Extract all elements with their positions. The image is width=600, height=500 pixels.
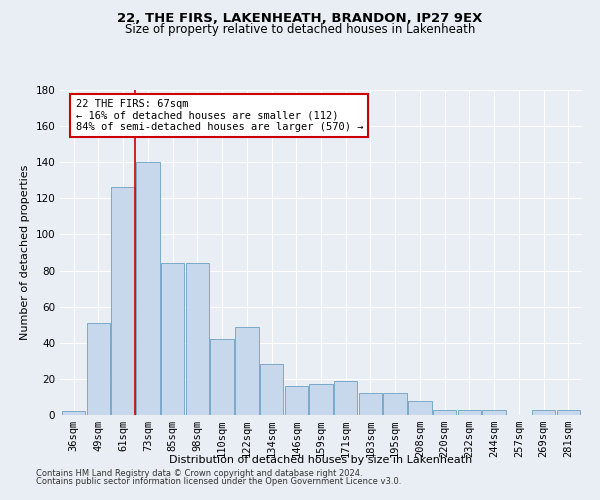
Bar bbox=[86, 323, 110, 415]
Bar bbox=[210, 339, 234, 415]
Text: 22, THE FIRS, LAKENHEATH, BRANDON, IP27 9EX: 22, THE FIRS, LAKENHEATH, BRANDON, IP27 … bbox=[118, 12, 482, 26]
Text: 22 THE FIRS: 67sqm
← 16% of detached houses are smaller (112)
84% of semi-detach: 22 THE FIRS: 67sqm ← 16% of detached hou… bbox=[76, 99, 363, 132]
Bar bbox=[408, 400, 432, 415]
Bar bbox=[433, 410, 457, 415]
Text: Size of property relative to detached houses in Lakenheath: Size of property relative to detached ho… bbox=[125, 22, 475, 36]
Bar bbox=[309, 384, 333, 415]
Bar bbox=[557, 410, 580, 415]
Bar bbox=[112, 188, 135, 415]
Bar bbox=[136, 162, 160, 415]
Bar bbox=[161, 264, 184, 415]
Bar bbox=[383, 394, 407, 415]
Text: Contains public sector information licensed under the Open Government Licence v3: Contains public sector information licen… bbox=[36, 477, 401, 486]
Y-axis label: Number of detached properties: Number of detached properties bbox=[20, 165, 30, 340]
Bar bbox=[482, 410, 506, 415]
Text: Distribution of detached houses by size in Lakenheath: Distribution of detached houses by size … bbox=[169, 455, 473, 465]
Bar bbox=[260, 364, 283, 415]
Bar bbox=[458, 410, 481, 415]
Bar bbox=[284, 386, 308, 415]
Bar bbox=[334, 380, 358, 415]
Bar bbox=[235, 326, 259, 415]
Text: Contains HM Land Registry data © Crown copyright and database right 2024.: Contains HM Land Registry data © Crown c… bbox=[36, 468, 362, 477]
Bar bbox=[359, 394, 382, 415]
Bar bbox=[62, 412, 85, 415]
Bar bbox=[185, 264, 209, 415]
Bar bbox=[532, 410, 556, 415]
